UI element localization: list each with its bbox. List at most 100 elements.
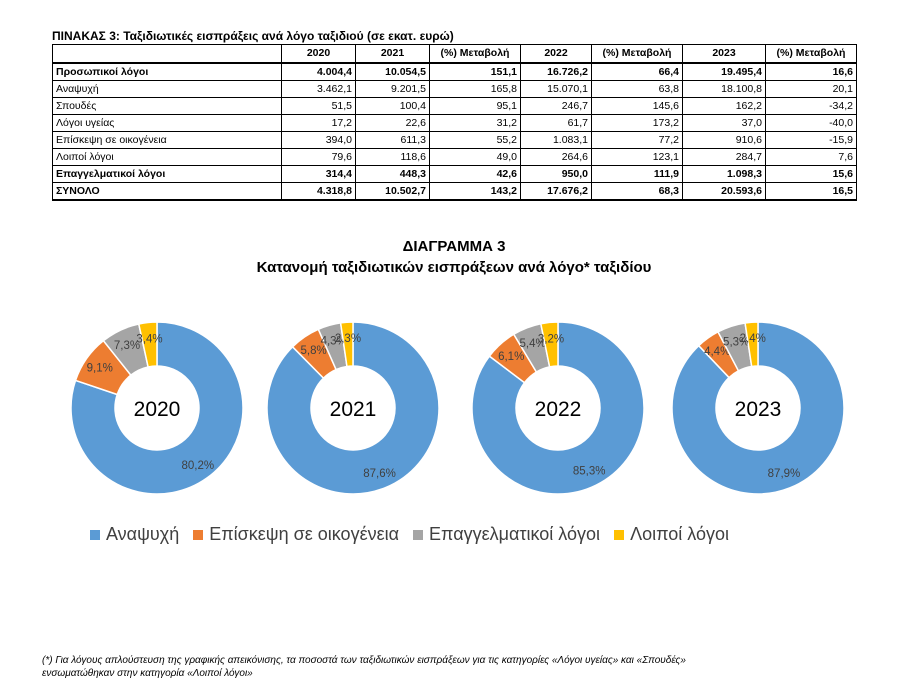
- legend-item: Επίσκεψη σε οικογένεια: [193, 524, 399, 545]
- table-cell: 4.318,8: [281, 182, 356, 201]
- donut-slice-label: 87,9%: [768, 468, 801, 480]
- table-header-cell: 2022: [520, 44, 592, 64]
- table-header-cell: (%) Μεταβολή: [429, 44, 521, 64]
- table-cell: 16,5: [765, 182, 857, 201]
- chart-legend: Αναψυχή Επίσκεψη σε οικογένεια Επαγγελματι…: [90, 524, 743, 545]
- table-row: ΣΥΝΟΛΟ 4.318,8 10.502,7 143,2 17.676,2 68,3 20…: [52, 182, 857, 201]
- diagram-subtitle: Κατανομή ταξιδιωτικών εισπράξεων ανά λόγ…: [256, 259, 652, 276]
- donut-slice: [471, 321, 645, 495]
- diagram-title: ΔΙΑΓΡΑΜΜΑ 3: [402, 238, 506, 255]
- table-cell: 143,2: [429, 182, 521, 201]
- table-cell: 61,7: [520, 114, 592, 132]
- legend-item: Επαγγελματικοί λόγοι: [413, 524, 600, 545]
- table-cell: 15.070,1: [520, 80, 592, 98]
- donut-slice-label: 3,4%: [136, 333, 162, 345]
- donut-slice-label: 3,2%: [538, 333, 564, 345]
- footnote: (*) Για λόγους απλούστευση της γραφικής …: [42, 654, 842, 680]
- table-cell: 145,6: [591, 97, 683, 115]
- table-row-label: ΣΥΝΟΛΟ: [52, 182, 282, 201]
- donut-slice: [744, 321, 759, 368]
- donut-slice-label: 85,3%: [573, 466, 606, 478]
- donut-slice-label: 5,8%: [301, 345, 327, 357]
- donut-slice-label: 87,6%: [363, 468, 396, 480]
- legend-item: Αναψυχή: [90, 524, 179, 545]
- donut-charts: 80,2% 9,1%7,3%3,4% 2020 87,6% 5,8%4,3%2,3% 20…: [70, 321, 845, 495]
- donut-slice-label: 4,3%: [321, 336, 347, 348]
- table-cell: 9.201,5: [355, 80, 430, 98]
- donut-center-label: 2020: [134, 398, 181, 421]
- table-row-label: Επαγγελματικοί λόγοι: [52, 165, 282, 183]
- table-row: Σπουδές 51,5 100,4 95,1 246,7 145,6 162,2 -34,2: [52, 97, 857, 115]
- table-cell: 42,6: [429, 165, 521, 183]
- donut-slice: [137, 321, 158, 368]
- table-cell: 162,2: [682, 97, 766, 115]
- table-cell: 18.100,8: [682, 80, 766, 98]
- table-header-cell: (%) Μεταβολή: [591, 44, 683, 64]
- table-cell: 1.083,1: [520, 131, 592, 149]
- donut-slice: [339, 321, 354, 368]
- legend-swatch: [193, 529, 204, 540]
- legend-label: Λοιποί λόγοι: [630, 524, 730, 544]
- table-cell: 950,0: [520, 165, 592, 183]
- donut-slice-label: 9,1%: [87, 363, 113, 375]
- table-cell: 17,2: [281, 114, 356, 132]
- legend-label: Αναψυχή: [106, 524, 180, 544]
- table-cell: 22,6: [355, 114, 430, 132]
- table-cell: 246,7: [520, 97, 592, 115]
- table-cell: 68,3: [591, 182, 683, 201]
- table-cell: 31,2: [429, 114, 521, 132]
- table-cell: 16,6: [765, 62, 857, 81]
- receipts-table: 2020 2021 (%) Μεταβολή 2022 (%) Μεταβολή…: [52, 44, 857, 201]
- table-cell: 394,0: [281, 131, 356, 149]
- table-row-label: Σπουδές: [52, 97, 282, 115]
- table-row: Επαγγελματικοί λόγοι 314,4 448,3 42,6 950,0 1…: [52, 165, 857, 183]
- table-cell: 37,0: [682, 114, 766, 132]
- donut-slice-label: 2,4%: [740, 333, 766, 345]
- table-cell: 123,1: [591, 148, 683, 166]
- table-cell: 10.502,7: [355, 182, 430, 201]
- table-cell: 4.004,4: [281, 62, 356, 81]
- table-cell: -34,2: [765, 97, 857, 115]
- table-cell: 910,6: [682, 131, 766, 149]
- table-cell: 118,6: [355, 148, 430, 166]
- table-row: Λοιποί λόγοι 79,6 118,6 49,0 264,6 123,1 284,7…: [52, 148, 857, 166]
- table-header-cell: 2021: [355, 44, 430, 64]
- table-row: Προσωπικοί λόγοι 4.004,4 10.054,5 151,1 16.7…: [52, 62, 857, 81]
- table-cell: 1.098,3: [682, 165, 766, 183]
- donut-center-label: 2021: [330, 398, 377, 421]
- table-cell: 49,0: [429, 148, 521, 166]
- table-cell: 10.054,5: [355, 62, 430, 81]
- table-cell: 448,3: [355, 165, 430, 183]
- table-cell: 16.726,2: [520, 62, 592, 81]
- table-row: Αναψυχή 3.462,1 9.201,5 165,8 15.070,1 63,8 18…: [52, 80, 857, 98]
- donut-slice-label: 4,4%: [704, 346, 730, 358]
- donut-center-label: 2023: [735, 398, 782, 421]
- table-title: ΠΙΝΑΚΑΣ 3: Ταξιδιωτικές εισπράξεις ανά λ…: [52, 29, 454, 43]
- legend-item: Λοιποί λόγοι: [614, 524, 729, 545]
- donut-slice-label: 7,3%: [114, 340, 140, 352]
- footnote-line: ενσωματώθηκαν στην κατηγορία «Λοιποί λόγ…: [42, 668, 253, 679]
- donut-slice: [539, 321, 559, 368]
- table-cell: -15,9: [765, 131, 857, 149]
- table-cell: 66,4: [591, 62, 683, 81]
- table-cell: 173,2: [591, 114, 683, 132]
- table-cell: 79,6: [281, 148, 356, 166]
- table-cell: 51,5: [281, 97, 356, 115]
- table-cell: 20,1: [765, 80, 857, 98]
- table-header-row: 2020 2021 (%) Μεταβολή 2022 (%) Μεταβολή…: [52, 44, 857, 64]
- donut-slice-label: 5,3%: [723, 336, 749, 348]
- legend-label: Επίσκεψη σε οικογένεια: [209, 524, 400, 544]
- table-header-cell: (%) Μεταβολή: [765, 44, 857, 64]
- table-row: Λόγοι υγείας 17,2 22,6 31,2 61,7 173,2 37,0 -40…: [52, 114, 857, 132]
- table-header-cell: 2023: [682, 44, 766, 64]
- table-row-label: Αναψυχή: [52, 80, 282, 98]
- table-cell: 314,4: [281, 165, 356, 183]
- table-header-cell: 2020: [281, 44, 356, 64]
- table-cell: 3.462,1: [281, 80, 356, 98]
- table-cell: 151,1: [429, 62, 521, 81]
- table-cell: 611,3: [355, 131, 430, 149]
- table-cell: 20.593,6: [682, 182, 766, 201]
- table-row: Επίσκεψη σε οικογένεια 394,0 611,3 55,2 1.08…: [52, 131, 857, 149]
- table-row-label: Λόγοι υγείας: [52, 114, 282, 132]
- legend-swatch: [413, 529, 424, 540]
